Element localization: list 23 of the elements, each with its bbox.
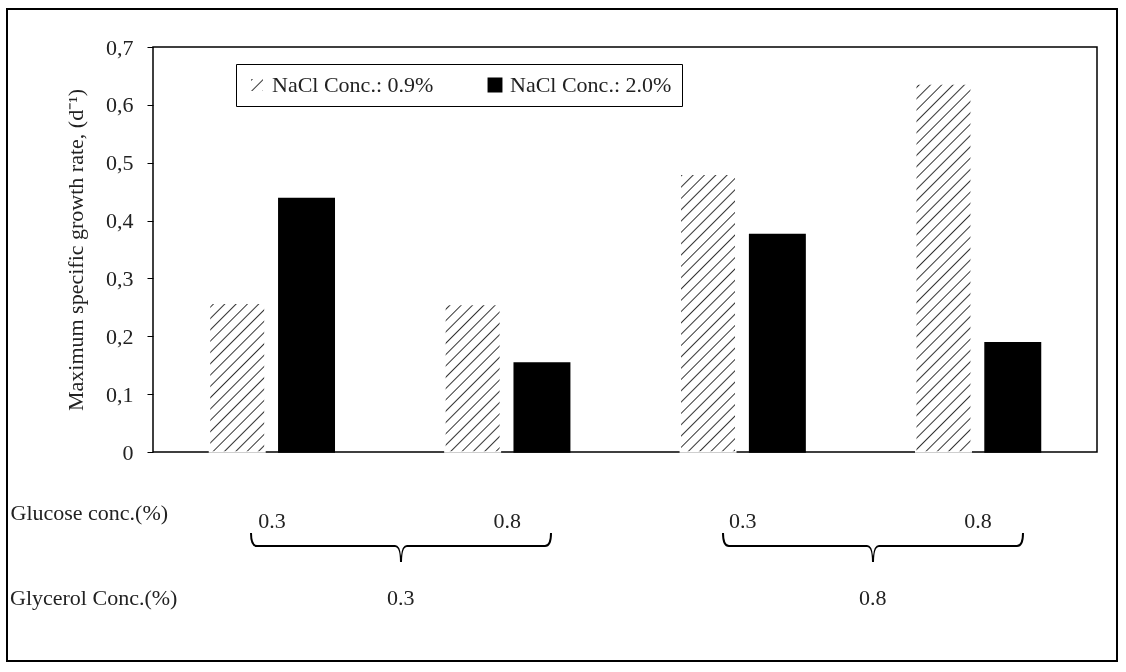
y-tick-label: 0,7 bbox=[106, 34, 134, 60]
text: 0.3 bbox=[387, 585, 415, 611]
x-tick-label: 0.8 bbox=[964, 507, 992, 533]
y-tick-label: 0,1 bbox=[106, 381, 134, 407]
x-tick-label: 0.3 bbox=[728, 507, 757, 533]
y-axis-title: Maximum specific growth rate, (d⁻¹) bbox=[63, 88, 88, 412]
y-tick-label: 0,3 bbox=[106, 265, 134, 291]
legend-label: NaCl Conc.: 2.0% bbox=[510, 72, 672, 97]
y-tick-label: 0,6 bbox=[106, 92, 134, 118]
bar bbox=[208, 302, 266, 453]
y-tick-label: 0 bbox=[122, 439, 134, 465]
legend-label: NaCl Conc.: 0.9% bbox=[272, 72, 434, 97]
y-tick-label: 0,4 bbox=[106, 208, 134, 234]
text: 0.8 bbox=[859, 585, 887, 611]
bar bbox=[679, 173, 737, 453]
x-axis-title: Glucose conc.(%) bbox=[10, 499, 169, 525]
y-tick-label: 0,5 bbox=[106, 150, 134, 176]
x-tick-label: 0.3 bbox=[258, 507, 286, 533]
bar bbox=[444, 303, 502, 453]
y-tick-label: 0,2 bbox=[106, 323, 134, 349]
bar bbox=[914, 83, 972, 453]
x-tick-label: 0.8 bbox=[493, 507, 522, 533]
text: Glycerol Conc.(%) bbox=[10, 585, 178, 611]
